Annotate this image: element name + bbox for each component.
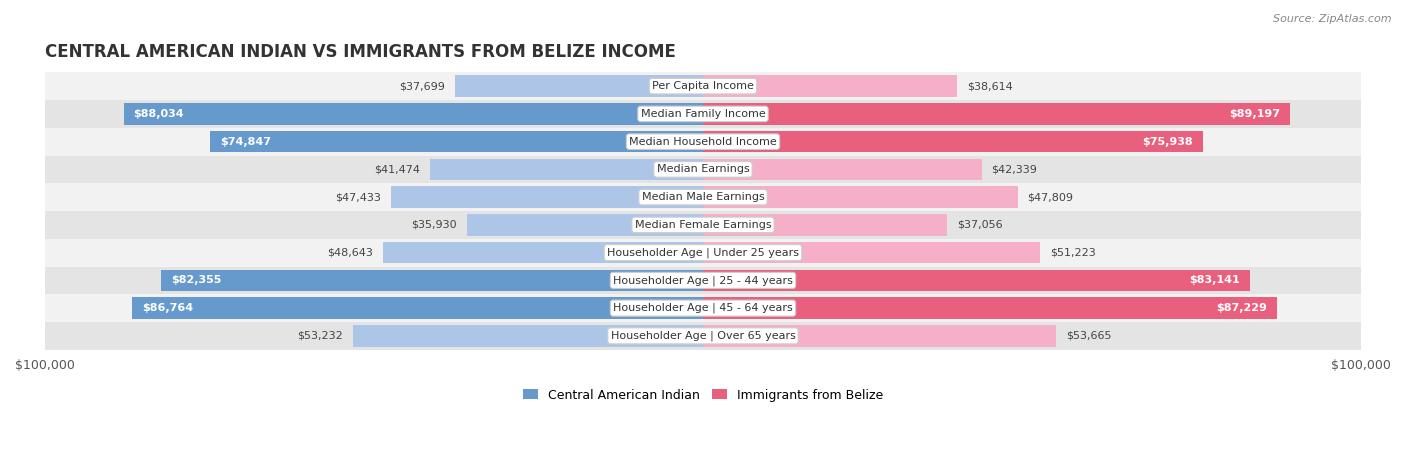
Text: $42,339: $42,339 <box>991 164 1038 174</box>
Bar <box>703 159 981 180</box>
Bar <box>353 325 703 347</box>
Bar <box>211 131 703 152</box>
Text: $35,930: $35,930 <box>411 220 457 230</box>
Bar <box>45 267 1361 294</box>
Text: Median Family Income: Median Family Income <box>641 109 765 119</box>
Text: $41,474: $41,474 <box>374 164 420 174</box>
Bar <box>703 103 1289 125</box>
Bar <box>703 242 1040 263</box>
Text: $47,433: $47,433 <box>335 192 381 202</box>
Text: $53,665: $53,665 <box>1066 331 1112 341</box>
Text: Median Earnings: Median Earnings <box>657 164 749 174</box>
Bar <box>382 242 703 263</box>
Bar <box>703 214 946 236</box>
Text: $87,229: $87,229 <box>1216 303 1267 313</box>
Bar <box>124 103 703 125</box>
Bar <box>703 75 957 97</box>
Text: Householder Age | Over 65 years: Householder Age | Over 65 years <box>610 331 796 341</box>
Bar <box>45 322 1361 350</box>
Bar <box>45 100 1361 128</box>
Bar <box>467 214 703 236</box>
Text: $37,056: $37,056 <box>956 220 1002 230</box>
Bar <box>391 186 703 208</box>
Bar <box>45 183 1361 211</box>
Bar <box>162 269 703 291</box>
Bar <box>45 156 1361 183</box>
Bar <box>430 159 703 180</box>
Bar <box>45 294 1361 322</box>
Text: $51,223: $51,223 <box>1050 248 1095 258</box>
Legend: Central American Indian, Immigrants from Belize: Central American Indian, Immigrants from… <box>517 383 889 406</box>
Bar <box>703 269 1250 291</box>
Bar <box>45 211 1361 239</box>
Text: $82,355: $82,355 <box>172 276 221 285</box>
Text: $83,141: $83,141 <box>1189 276 1240 285</box>
Text: $74,847: $74,847 <box>221 137 271 147</box>
Text: $37,699: $37,699 <box>399 81 446 91</box>
Text: Householder Age | 25 - 44 years: Householder Age | 25 - 44 years <box>613 275 793 286</box>
Text: $38,614: $38,614 <box>967 81 1012 91</box>
Text: Median Female Earnings: Median Female Earnings <box>634 220 772 230</box>
Bar <box>703 186 1018 208</box>
Bar <box>132 297 703 319</box>
Bar <box>45 239 1361 267</box>
Text: $47,809: $47,809 <box>1028 192 1074 202</box>
Bar <box>45 72 1361 100</box>
Text: Median Male Earnings: Median Male Earnings <box>641 192 765 202</box>
Text: $75,938: $75,938 <box>1142 137 1192 147</box>
Text: Median Household Income: Median Household Income <box>628 137 778 147</box>
Text: $89,197: $89,197 <box>1229 109 1279 119</box>
Bar <box>703 297 1277 319</box>
Bar <box>703 325 1056 347</box>
Bar <box>456 75 703 97</box>
Bar <box>703 131 1202 152</box>
Text: $48,643: $48,643 <box>328 248 373 258</box>
Text: Householder Age | 45 - 64 years: Householder Age | 45 - 64 years <box>613 303 793 313</box>
Text: Source: ZipAtlas.com: Source: ZipAtlas.com <box>1274 14 1392 24</box>
Text: $53,232: $53,232 <box>297 331 343 341</box>
Text: Per Capita Income: Per Capita Income <box>652 81 754 91</box>
Bar <box>45 128 1361 156</box>
Text: $86,764: $86,764 <box>142 303 193 313</box>
Text: Householder Age | Under 25 years: Householder Age | Under 25 years <box>607 248 799 258</box>
Text: CENTRAL AMERICAN INDIAN VS IMMIGRANTS FROM BELIZE INCOME: CENTRAL AMERICAN INDIAN VS IMMIGRANTS FR… <box>45 43 676 61</box>
Text: $88,034: $88,034 <box>134 109 184 119</box>
